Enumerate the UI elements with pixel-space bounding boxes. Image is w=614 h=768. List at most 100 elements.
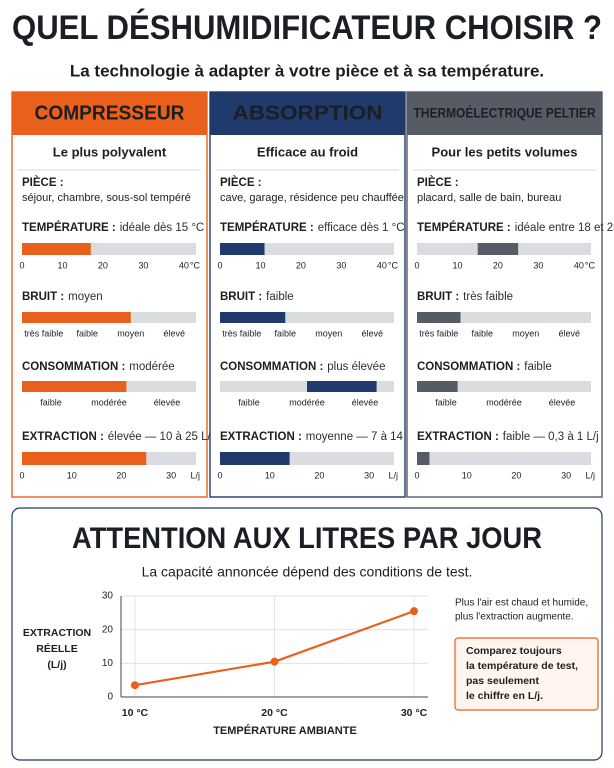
scale-category: faible	[40, 397, 62, 407]
room-label: PIÈCE :	[220, 176, 262, 189]
consumption-text: plus élevée	[327, 361, 385, 373]
scale-tick-label: 20	[296, 260, 306, 270]
gauge-fill	[417, 452, 430, 465]
subtitle: La technologie à adapter à votre pièce e…	[70, 61, 544, 80]
gauge-fill	[307, 381, 377, 392]
temperature-label: TEMPÉRATURE :	[417, 221, 511, 234]
gauge-fill	[477, 243, 519, 255]
title: QUEL DÉSHUMIDIFICATEUR CHOISIR ?	[12, 9, 602, 47]
extraction: EXTRACTION : faible — 0,3 à 1 L/j	[417, 431, 599, 443]
y-tick-label: 10	[102, 658, 114, 669]
note: la température de test,	[466, 660, 578, 672]
gauge-track	[220, 312, 394, 323]
temperature-text: idéale dès 15 °C	[120, 222, 205, 234]
column-tagline: Le plus polyvalent	[53, 144, 167, 159]
noise: BRUIT : moyen	[22, 291, 103, 303]
extraction-label: EXTRACTION :	[220, 431, 302, 443]
scale-tick-label: 0	[19, 470, 24, 480]
temperature: TEMPÉRATURE : idéale dès 15 °C	[22, 221, 204, 234]
scale-category: moyen	[315, 328, 342, 338]
scale-unit: L/j	[388, 470, 398, 480]
note-box	[454, 637, 599, 711]
scale-tick-label: 30	[533, 260, 543, 270]
scale-tick-label: 20	[493, 260, 503, 270]
gauge-track	[417, 312, 591, 323]
scale-tick-label: 40	[377, 260, 387, 270]
note: pas seulement	[466, 675, 539, 687]
consumption: CONSOMMATION : modérée	[22, 361, 175, 373]
scale-category: modérée	[289, 397, 325, 407]
point	[410, 607, 419, 616]
scale-tick-label: 30	[561, 470, 571, 480]
consumption: CONSOMMATION : faible	[417, 361, 552, 373]
column-card	[209, 91, 406, 498]
gauge-fill	[22, 243, 91, 255]
column-card	[11, 91, 208, 498]
scale-category: modérée	[91, 397, 127, 407]
consumption: CONSOMMATION : plus élevée	[220, 361, 385, 373]
y-tick-label: 20	[102, 624, 114, 635]
y-tick-label: 0	[107, 692, 113, 703]
consumption-text: faible	[524, 361, 552, 373]
extraction: EXTRACTION : moyenne — 7 à 14 L/j	[220, 431, 418, 443]
scale-tick-label: 20	[314, 470, 324, 480]
consumption-label: CONSOMMATION :	[417, 361, 520, 373]
scale-category: élevé	[558, 328, 580, 338]
scale-tick-label: 0	[414, 470, 419, 480]
consumption-label: CONSOMMATION :	[220, 361, 323, 373]
scale-unit: °C	[388, 260, 399, 270]
scale-tick-label: 10	[265, 470, 275, 480]
scale-category: faible	[471, 328, 493, 338]
temperature-text: efficace dès 1 °C	[318, 222, 405, 234]
extraction-text: élevée — 10 à 25 L/j	[108, 431, 214, 443]
scale-category: élevée	[154, 397, 181, 407]
scale-tick-label: 0	[414, 260, 419, 270]
temperature-label: TEMPÉRATURE :	[22, 221, 116, 234]
scale-tick-label: 30	[138, 260, 148, 270]
note: Comparez toujours	[466, 645, 562, 657]
scale-tick-label: 10	[67, 470, 77, 480]
column-header	[210, 92, 405, 135]
x-axis-label: TEMPÉRATURE AMBIANTE	[213, 724, 357, 737]
noise-label: BRUIT :	[22, 291, 64, 303]
temperature-label: TEMPÉRATURE :	[220, 221, 314, 234]
scale-tick-label: 10	[255, 260, 265, 270]
gauge-fill	[220, 312, 286, 323]
y-tick-label: 30	[102, 591, 114, 602]
room-label: PIÈCE :	[22, 176, 64, 189]
column-tagline: Pour les petits volumes	[432, 144, 578, 159]
chart-title: ATTENTION AUX LITRES PAR JOUR	[72, 522, 542, 555]
room-text: placard, salle de bain, bureau	[417, 192, 561, 204]
annotation: plus l'extraction augmente.	[455, 612, 574, 623]
extraction-text: faible — 0,3 à 1 L/j	[503, 431, 599, 443]
scale-tick-label: 0	[217, 470, 222, 480]
scale-category: très faible	[419, 328, 458, 338]
column-name: ABSORPTION	[233, 102, 383, 124]
scale-unit: °C	[190, 260, 201, 270]
y-axis-label: EXTRACTION	[23, 627, 91, 639]
scale-category: faible	[76, 328, 98, 338]
consumption-text: modérée	[129, 361, 174, 373]
gauge-fill	[220, 243, 265, 255]
gauge-fill	[220, 452, 290, 465]
x-tick-label: 10 °C	[122, 707, 149, 719]
scale-category: très faible	[24, 328, 63, 338]
extraction-label: EXTRACTION :	[22, 431, 104, 443]
column-card	[406, 91, 603, 498]
scale-tick-label: 40	[179, 260, 189, 270]
scale-category: élevée	[352, 397, 379, 407]
extraction: EXTRACTION : élevée — 10 à 25 L/j	[22, 431, 213, 443]
chart-subtitle: La capacité annoncée dépend des conditio…	[142, 564, 473, 580]
temperature: TEMPÉRATURE : efficace dès 1 °C	[220, 221, 405, 234]
column-header	[12, 92, 207, 135]
scale-tick-label: 30	[364, 470, 374, 480]
scale-tick-label: 0	[217, 260, 222, 270]
room-text: séjour, chambre, sous-sol tempéré	[22, 192, 191, 204]
scale-tick-label: 10	[462, 470, 472, 480]
scale-category: élevé	[361, 328, 383, 338]
scale-category: élevé	[163, 328, 185, 338]
scale-category: élevée	[549, 397, 576, 407]
scale-category: moyen	[117, 328, 144, 338]
noise-text: faible	[266, 291, 294, 303]
extraction-label: EXTRACTION :	[417, 431, 499, 443]
